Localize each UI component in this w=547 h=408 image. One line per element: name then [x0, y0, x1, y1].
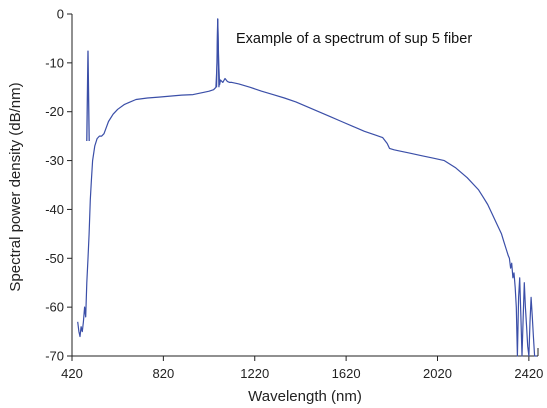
y-tick-label: -60	[45, 300, 64, 315]
x-tick-label: 420	[61, 366, 83, 381]
plot-area: 0 -10 -20 -30 -40 -50 -60 -70 420 820 1220 1620 202…	[45, 7, 543, 382]
chart-annotation: Example of a spectrum of sup 5 fiber	[236, 31, 472, 47]
x-axis-title: Wavelength (nm)	[248, 388, 362, 405]
y-tick-label: -20	[45, 104, 64, 119]
x-ticks: 420 820 1220 1620 2020 2420	[61, 356, 543, 381]
spectrum-line	[77, 18, 537, 357]
y-tick-label: 0	[57, 7, 64, 22]
y-axis-title: Spectral power density (dB/nm)	[7, 82, 24, 291]
y-tick-label: -30	[45, 153, 64, 168]
y-tick-label: -50	[45, 251, 64, 266]
y-tick-label: -70	[45, 349, 64, 364]
x-tick-label: 2420	[514, 366, 543, 381]
y-ticks: 0 -10 -20 -30 -40 -50 -60 -70	[45, 7, 72, 364]
x-tick-label: 2020	[423, 366, 452, 381]
spectral-spike	[215, 18, 220, 88]
spike-lines	[86, 18, 220, 142]
x-tick-label: 820	[153, 366, 175, 381]
x-tick-label: 1220	[240, 366, 269, 381]
y-tick-label: -10	[45, 55, 64, 70]
y-tick-label: -40	[45, 202, 64, 217]
x-tick-label: 1620	[332, 366, 361, 381]
spectral-spike	[86, 50, 90, 142]
